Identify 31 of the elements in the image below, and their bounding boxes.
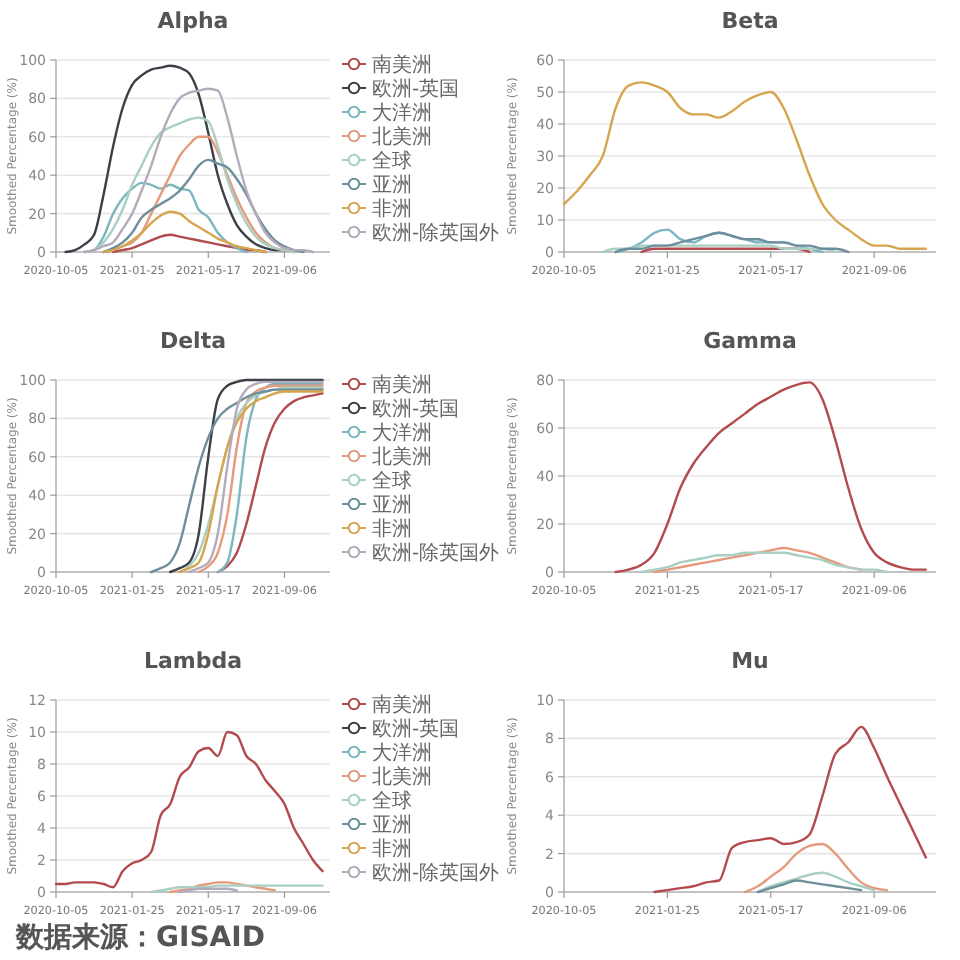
chart-title: Alpha	[157, 8, 229, 34]
legend-label: 全球	[372, 469, 412, 493]
legend-label: 欧洲-除英国外	[372, 221, 500, 245]
chart-title: Beta	[721, 8, 779, 34]
legend-label: 非洲	[372, 517, 412, 541]
legend-label: 欧洲-英国	[372, 397, 460, 421]
legend-label: 欧洲-除英国外	[372, 861, 500, 885]
legend-label: 北美洲	[372, 445, 432, 469]
legend-label: 全球	[372, 789, 412, 813]
chart-title: Gamma	[703, 328, 797, 354]
legend-label: 大洋洲	[372, 741, 432, 765]
legend-label: 欧洲-英国	[372, 717, 460, 741]
legend-label: 亚洲	[372, 813, 412, 837]
chart-title: Delta	[159, 328, 227, 354]
legend-label: 亚洲	[372, 493, 412, 517]
legend-label: 大洋洲	[372, 101, 432, 125]
legend-label: 北美洲	[372, 765, 432, 789]
legend-label: 亚洲	[372, 173, 412, 197]
legend-label: 南美洲	[372, 693, 432, 717]
legend-label: 非洲	[372, 197, 412, 221]
legend-label: 南美洲	[372, 373, 432, 397]
legend-label: 全球	[372, 149, 412, 173]
legend-label: 欧洲-英国	[372, 77, 460, 101]
legend-label: 大洋洲	[372, 421, 432, 445]
legend-label: 非洲	[372, 837, 412, 861]
chart-title: Mu	[731, 648, 769, 674]
legend-label: 北美洲	[372, 125, 432, 149]
source-note: 数据来源：GISAID	[14, 922, 265, 954]
legend-label: 欧洲-除英国外	[372, 541, 500, 565]
legend-label: 南美洲	[372, 53, 432, 77]
chart-title: Lambda	[143, 648, 243, 674]
